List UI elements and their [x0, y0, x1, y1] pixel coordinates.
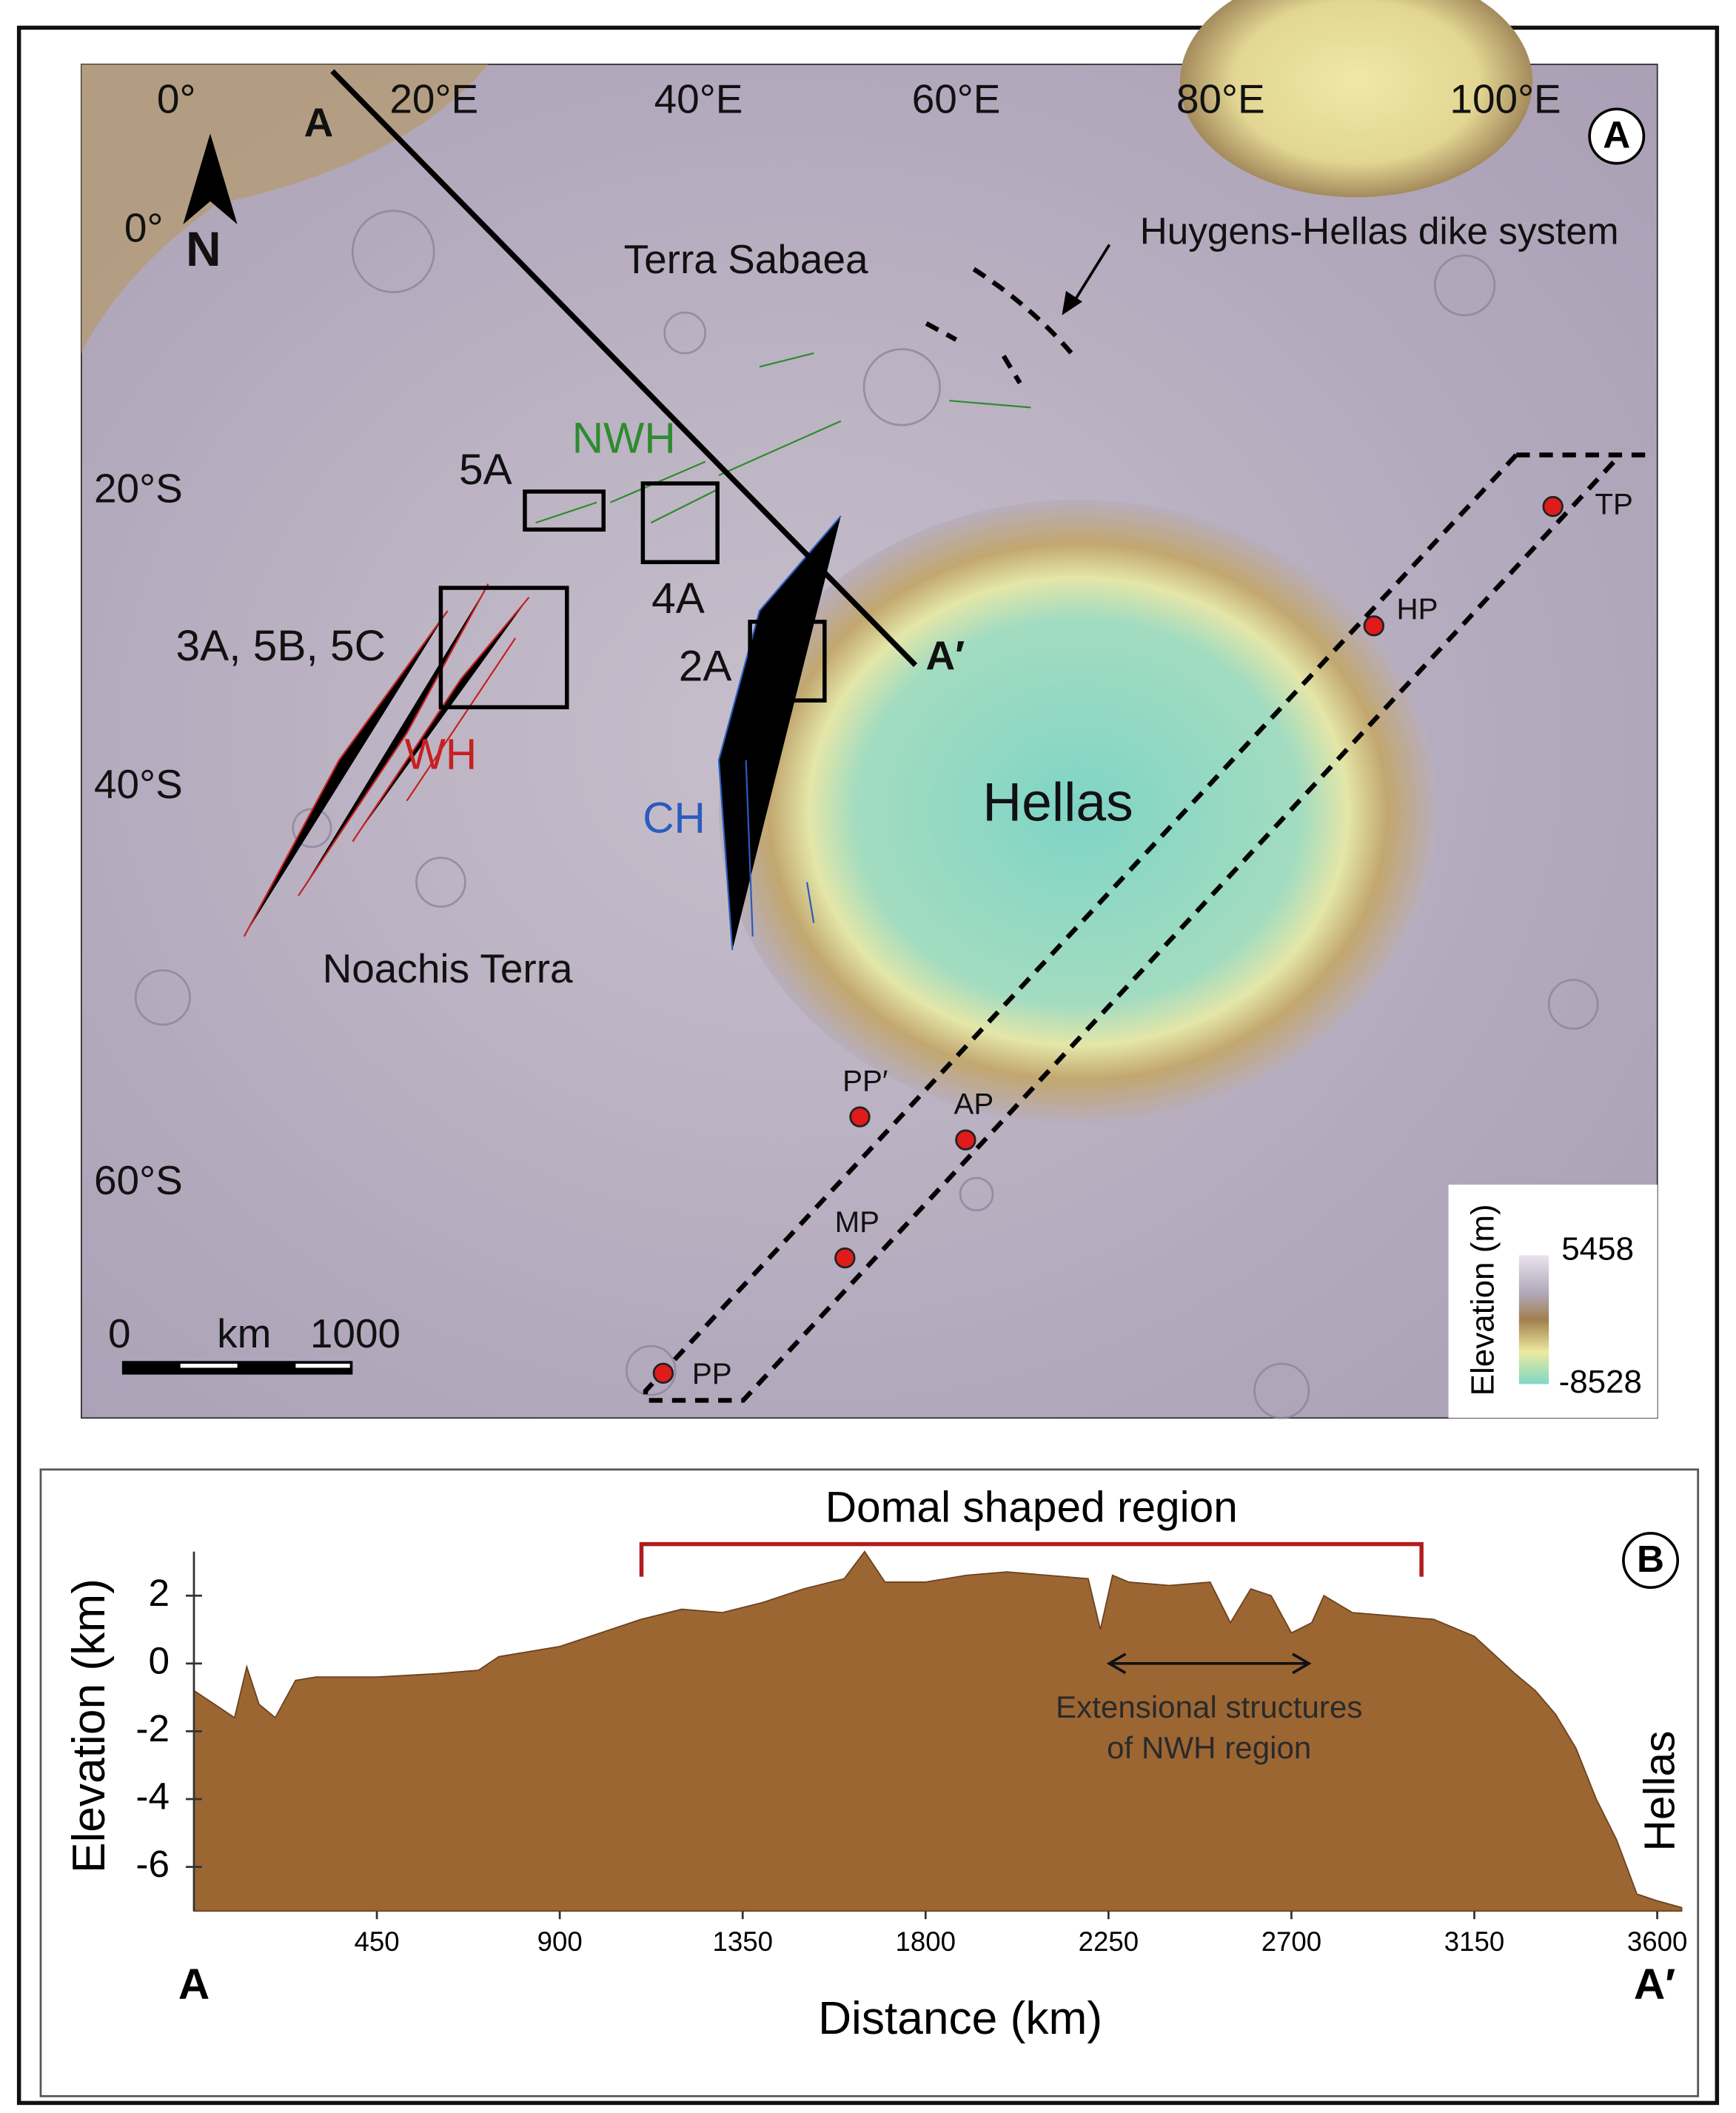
dike-arrowhead	[1062, 290, 1082, 315]
scale-label: 0	[108, 1310, 131, 1356]
dikes	[925, 267, 1073, 385]
profile-end: A′	[925, 632, 965, 678]
longitude: 60°E	[912, 76, 1001, 122]
longitude: 0°	[157, 76, 196, 122]
craters	[134, 210, 1599, 1419]
longitude: 40°E	[654, 76, 743, 122]
region-label: Terra Sabaea	[624, 236, 868, 282]
x-axis-title: Distance (km)	[818, 1993, 1102, 2044]
chart-title: Domal shaped region	[825, 1483, 1238, 1531]
profile-end: A′	[1634, 1960, 1675, 2009]
panel-label: A	[1603, 113, 1630, 155]
dike-label: Huygens-Hellas dike system	[1140, 210, 1619, 252]
box-label: 4A	[651, 575, 705, 623]
annotation: Extensional structures	[1056, 1690, 1362, 1724]
side-label: Hellas	[1636, 1731, 1684, 1852]
longitude: 20°E	[389, 76, 478, 122]
latitude: 20°S	[94, 465, 183, 511]
map: 0° 20°E 40°E 60°E 80°E 100°E 0° 20°S 40°…	[81, 0, 1658, 1419]
site-label: MP	[835, 1205, 879, 1239]
y-tick-label: 2	[148, 1572, 170, 1614]
transect	[643, 267, 1648, 1403]
colorbar-max: 5458	[1561, 1231, 1634, 1268]
ch-faults	[717, 515, 842, 951]
north-arrow	[183, 133, 238, 225]
y-tick-label: -6	[135, 1843, 170, 1885]
hellas-basin	[718, 499, 1438, 1124]
latitude: 0°	[124, 205, 164, 251]
profile-start: A	[304, 99, 334, 145]
sites	[652, 495, 1564, 1384]
colorbar: Elevation (m) 5458 -8528	[1448, 1185, 1658, 1419]
scale-label: km	[217, 1310, 271, 1356]
colorbar-ramp	[1518, 1255, 1549, 1384]
x-tick-label: 2700	[1261, 1926, 1321, 1957]
x-tick-label: 2250	[1079, 1926, 1139, 1957]
region-label: Noachis Terra	[323, 945, 573, 991]
scale-bar	[121, 1361, 353, 1375]
x-tick-label: 3600	[1627, 1926, 1687, 1957]
profile-chart: 2 0 -2 -4 -6 450 900 1350 1800 2250 2700 3150 3600 Do…	[64, 1483, 1687, 2044]
x-tick-label: 1350	[712, 1926, 772, 1957]
x-tick-label: 1800	[896, 1926, 956, 1957]
colorbar-title: Elevation (m)	[1465, 1204, 1501, 1396]
y-tick-label: -2	[135, 1707, 170, 1749]
y-tick-label: 0	[148, 1639, 170, 1681]
profile-line	[330, 69, 918, 668]
domal-bracket	[639, 1541, 1424, 1577]
nwh-label: NWH	[572, 415, 676, 463]
panel-badge	[1622, 1532, 1680, 1590]
panel-label: B	[1637, 1538, 1664, 1580]
crater	[1179, 0, 1533, 198]
box-label: 3A, 5B, 5C	[176, 622, 386, 670]
hellas-label: Hellas	[982, 771, 1133, 832]
y-axis-title: Elevation (km)	[64, 1578, 115, 1873]
annotation: of NWH region	[1107, 1730, 1311, 1765]
x-tick-label: 3150	[1444, 1926, 1504, 1957]
site-label: AP	[954, 1088, 994, 1121]
box-label: 2A	[679, 642, 732, 690]
latitude: 60°S	[94, 1157, 183, 1203]
dike-arrow	[1070, 244, 1111, 307]
latitude: 40°S	[94, 761, 183, 807]
site-label: PP′	[842, 1064, 888, 1097]
x-tick-label: 900	[537, 1926, 583, 1957]
site-label: HP	[1396, 592, 1438, 626]
site-label: TP	[1595, 488, 1633, 521]
longitude: 80°E	[1176, 76, 1265, 122]
site-label: PP	[692, 1357, 732, 1390]
colorbar-box	[1448, 1185, 1658, 1419]
wh-faults	[243, 583, 530, 937]
wh-label: WH	[405, 731, 477, 779]
panel-badge	[1588, 107, 1646, 165]
annotation-arrow	[1106, 1652, 1312, 1675]
frame	[16, 25, 1720, 2106]
study-boxes	[438, 481, 827, 710]
ch-label: CH	[643, 794, 706, 843]
highland	[81, 64, 489, 354]
x-tick-label: 450	[355, 1926, 400, 1957]
box-label: 5A	[459, 446, 512, 494]
scale-label: 1000	[310, 1310, 401, 1356]
colorbar-min: -8528	[1559, 1364, 1642, 1400]
north-label: N	[186, 221, 221, 276]
profile-start: A	[178, 1960, 210, 2009]
y-tick-label: -4	[135, 1775, 170, 1818]
profile-area	[193, 1550, 1683, 1912]
longitude: 100°E	[1450, 76, 1561, 122]
